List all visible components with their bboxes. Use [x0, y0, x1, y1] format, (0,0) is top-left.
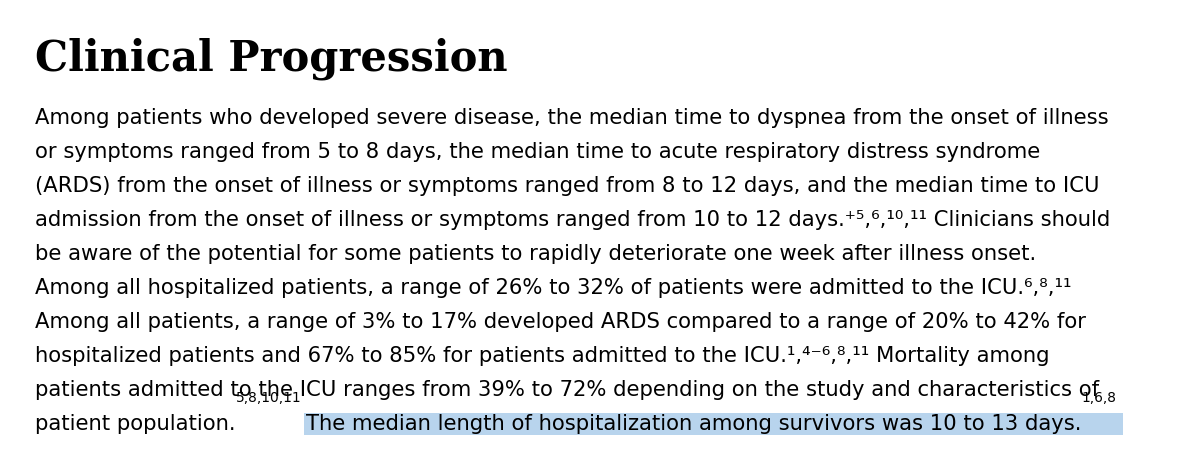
Text: patients admitted to the ICU ranges from 39% to 72% depending on the study and c: patients admitted to the ICU ranges from… [35, 380, 1099, 400]
Text: 5,8,10,11: 5,8,10,11 [235, 391, 301, 405]
Text: admission from the onset of illness or symptoms ranged from 10 to 12 days.⁺⁵,⁶,¹: admission from the onset of illness or s… [35, 210, 1110, 230]
Text: be aware of the potential for some patients to rapidly deteriorate one week afte: be aware of the potential for some patie… [35, 244, 1036, 264]
Text: Among all hospitalized patients, a range of 26% to 32% of patients were admitted: Among all hospitalized patients, a range… [35, 278, 1072, 298]
Text: 1,6,8: 1,6,8 [1082, 391, 1117, 405]
Text: patient population.: patient population. [35, 414, 235, 434]
Text: or symptoms ranged from 5 to 8 days, the median time to acute respiratory distre: or symptoms ranged from 5 to 8 days, the… [35, 142, 1040, 162]
Text: Clinical Progression: Clinical Progression [35, 38, 508, 81]
Bar [305, 413, 1123, 435]
Text: hospitalized patients and 67% to 85% for patients admitted to the ICU.¹,⁴⁻⁶,⁸,¹¹: hospitalized patients and 67% to 85% for… [35, 346, 1050, 366]
Text: Among all patients, a range of 3% to 17% developed ARDS compared to a range of 2: Among all patients, a range of 3% to 17%… [35, 312, 1086, 332]
Text: Among patients who developed severe disease, the median time to dyspnea from the: Among patients who developed severe dise… [35, 108, 1109, 128]
Text: (ARDS) from the onset of illness or symptoms ranged from 8 to 12 days, and the m: (ARDS) from the onset of illness or symp… [35, 176, 1099, 196]
Text: The median length of hospitalization among survivors was 10 to 13 days.: The median length of hospitalization amo… [306, 414, 1082, 434]
